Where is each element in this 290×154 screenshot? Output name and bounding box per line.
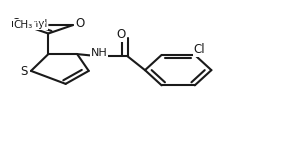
Text: methyl: methyl (11, 19, 47, 29)
Text: methyl: methyl (13, 20, 49, 30)
Text: NH: NH (90, 48, 107, 58)
Text: S: S (20, 65, 28, 78)
Text: CH₃: CH₃ (14, 20, 33, 30)
Text: Cl: Cl (193, 43, 205, 56)
Text: O: O (117, 28, 126, 41)
Text: O: O (75, 17, 85, 30)
Text: O: O (11, 17, 20, 30)
